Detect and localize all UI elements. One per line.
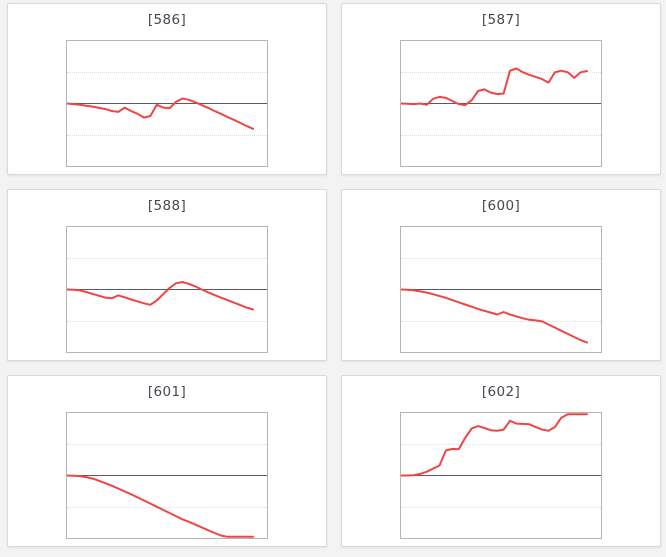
plot-area — [66, 412, 268, 539]
series-chart — [401, 67, 588, 107]
zero-axis-line — [67, 474, 267, 477]
upper-gridline — [67, 444, 267, 446]
upper-gridline — [401, 72, 601, 74]
zero-axis-line — [401, 474, 601, 477]
chart-title: [588] — [147, 198, 187, 214]
zero-axis-line — [401, 288, 601, 291]
series-polyline — [67, 97, 254, 130]
chart-title: [601] — [147, 384, 187, 400]
charts-grid: [586] [587] [588] — [7, 3, 661, 547]
chart-panel: [602] — [341, 375, 661, 547]
series-polyline — [401, 413, 588, 477]
zero-axis-line — [67, 102, 267, 105]
chart-panel: [601] — [7, 375, 327, 547]
chart-title: [587] — [481, 12, 521, 28]
chart-title: [600] — [481, 198, 521, 214]
lower-gridline — [67, 320, 267, 322]
plot-area — [66, 226, 268, 353]
plot-area — [400, 226, 602, 353]
chart-title: [602] — [481, 384, 521, 400]
series-polyline — [401, 67, 588, 107]
upper-gridline — [401, 258, 601, 260]
series-chart — [401, 288, 588, 344]
lower-gridline — [67, 506, 267, 508]
series-polyline — [67, 281, 254, 311]
chart-panel: [600] — [341, 189, 661, 361]
lower-gridline — [401, 134, 601, 136]
upper-gridline — [401, 444, 601, 446]
chart-title: [586] — [147, 12, 187, 28]
lower-gridline — [67, 134, 267, 136]
upper-gridline — [67, 72, 267, 74]
series-chart — [67, 281, 254, 311]
plot-area — [66, 40, 268, 167]
plot-area — [400, 40, 602, 167]
series-chart — [401, 413, 588, 477]
series-chart — [67, 474, 254, 538]
series-polyline — [67, 474, 254, 538]
chart-panel: [587] — [341, 3, 661, 175]
series-chart — [67, 97, 254, 130]
chart-panel: [588] — [7, 189, 327, 361]
upper-gridline — [67, 258, 267, 260]
lower-gridline — [401, 320, 601, 322]
plot-area — [400, 412, 602, 539]
zero-axis-line — [401, 102, 601, 105]
chart-panel: [586] — [7, 3, 327, 175]
lower-gridline — [401, 506, 601, 508]
series-polyline — [401, 288, 588, 344]
